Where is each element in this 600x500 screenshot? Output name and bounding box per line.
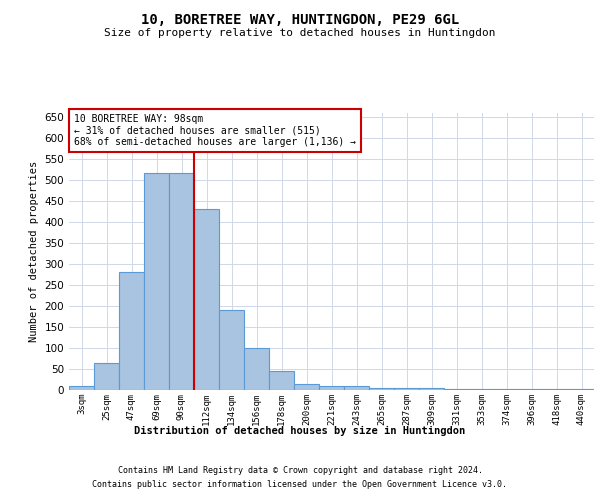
Bar [394, 388, 419, 390]
Bar [244, 348, 269, 390]
Bar [544, 388, 569, 390]
Text: 10 BORETREE WAY: 98sqm
← 31% of detached houses are smaller (515)
68% of semi-de: 10 BORETREE WAY: 98sqm ← 31% of detached… [74, 114, 356, 147]
Bar [194, 209, 219, 390]
Text: Size of property relative to detached houses in Huntingdon: Size of property relative to detached ho… [104, 28, 496, 38]
Bar [519, 389, 544, 390]
Text: Contains HM Land Registry data © Crown copyright and database right 2024.: Contains HM Land Registry data © Crown c… [118, 466, 482, 475]
Bar [444, 388, 469, 390]
Bar [69, 386, 94, 390]
Bar [344, 386, 369, 390]
Bar [269, 371, 294, 390]
Bar [144, 174, 169, 390]
Bar [494, 388, 519, 390]
Bar [369, 388, 394, 390]
Y-axis label: Number of detached properties: Number of detached properties [29, 160, 39, 342]
Bar [119, 272, 144, 390]
Text: Distribution of detached houses by size in Huntingdon: Distribution of detached houses by size … [134, 426, 466, 436]
Text: 10, BORETREE WAY, HUNTINGDON, PE29 6GL: 10, BORETREE WAY, HUNTINGDON, PE29 6GL [141, 12, 459, 26]
Bar [469, 388, 494, 390]
Bar [219, 310, 244, 390]
Bar [169, 174, 194, 390]
Bar [294, 384, 319, 390]
Bar [419, 388, 444, 390]
Bar [319, 386, 344, 390]
Text: Contains public sector information licensed under the Open Government Licence v3: Contains public sector information licen… [92, 480, 508, 489]
Bar [94, 362, 119, 390]
Bar [569, 389, 594, 390]
